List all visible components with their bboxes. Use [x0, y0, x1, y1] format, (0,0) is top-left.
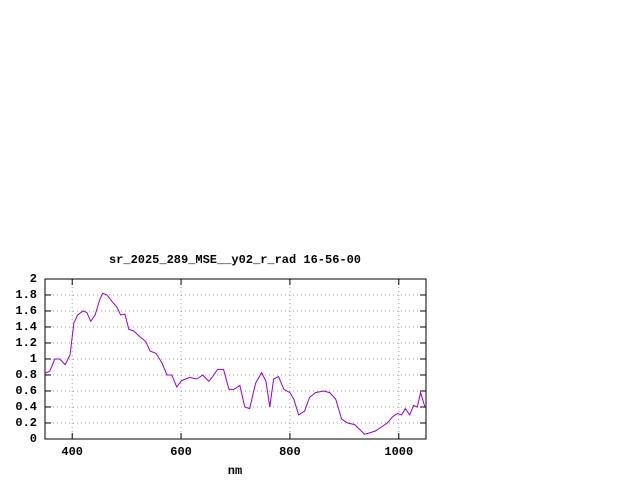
y-tick-label: 1.2 [15, 336, 37, 350]
y-tick-label: 0 [30, 432, 37, 446]
y-tick-label: 1.8 [15, 288, 37, 302]
y-tick-label: 1 [30, 352, 37, 366]
y-tick-label: 0.8 [15, 368, 37, 382]
x-tick-label: 400 [61, 445, 83, 459]
plot-frame [44, 278, 427, 440]
data-line [44, 292, 426, 435]
x-tick-label: 600 [170, 445, 192, 459]
y-tick-label: 2 [30, 272, 37, 286]
y-tick-label: 1.4 [15, 320, 37, 334]
x-tick-label: 800 [279, 445, 301, 459]
x-tick-label: 1000 [384, 445, 413, 459]
x-axis-label: nm [228, 464, 242, 478]
y-tick-label: 0.6 [15, 384, 37, 398]
y-tick-label: 0.4 [15, 400, 37, 414]
y-tick-label: 0.2 [15, 416, 37, 430]
y-tick-label: 1.6 [15, 304, 37, 318]
chart-title: sr_2025_289_MSE__y02_r_rad 16-56-00 [109, 253, 361, 267]
